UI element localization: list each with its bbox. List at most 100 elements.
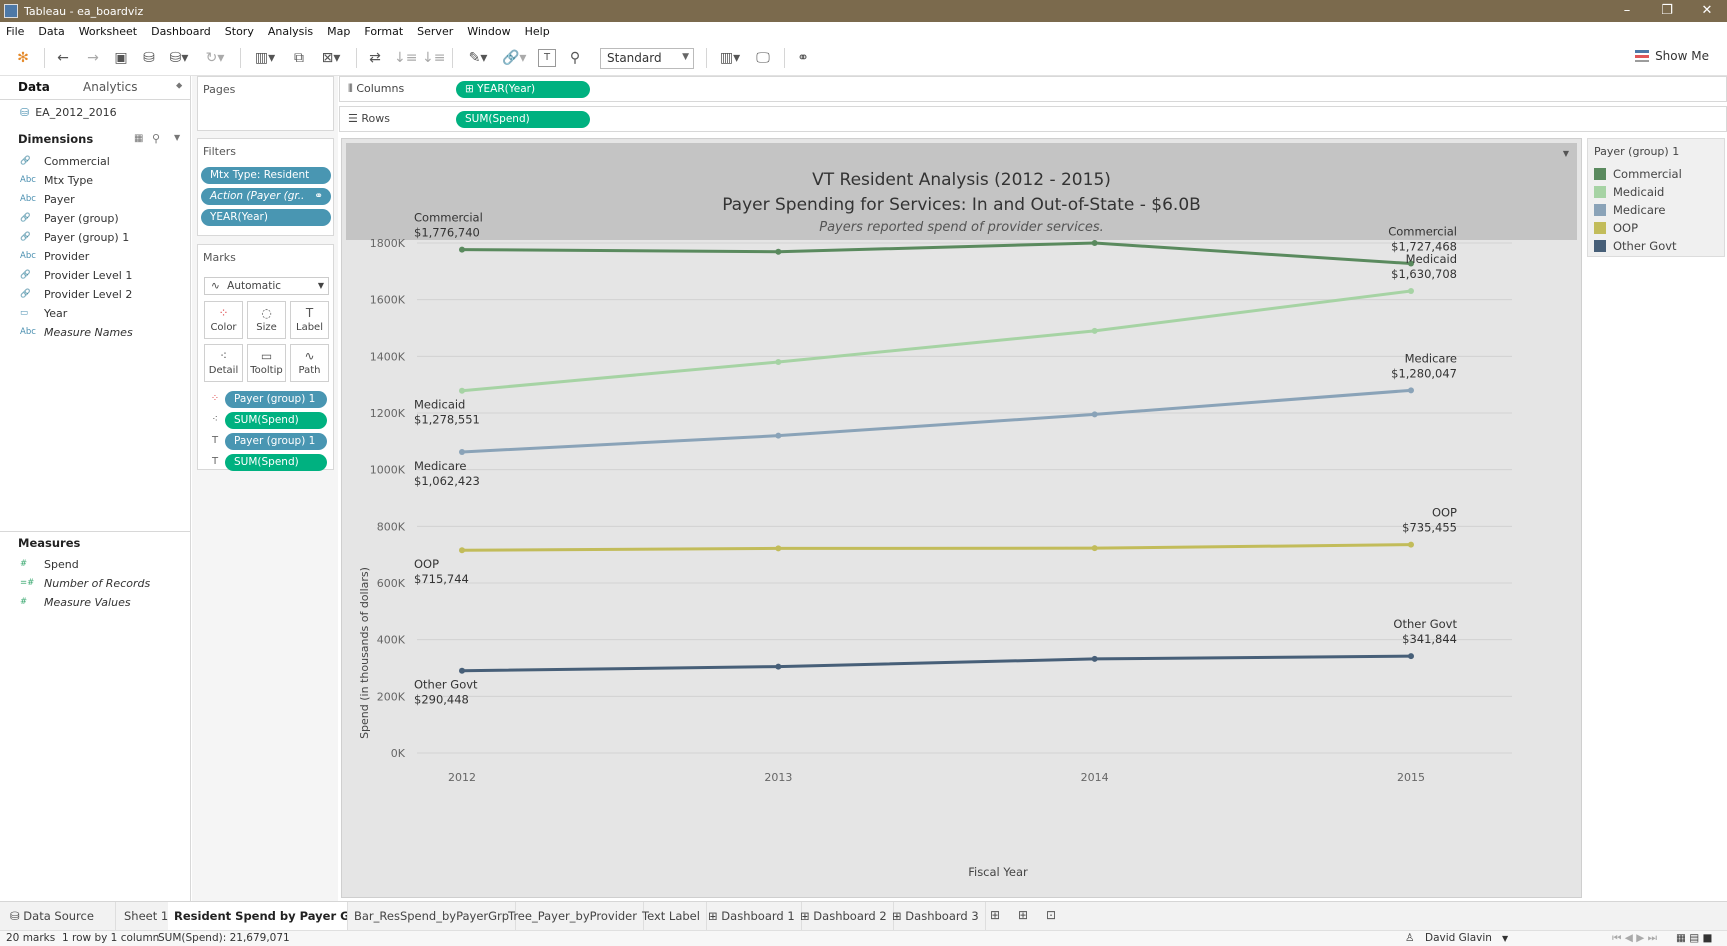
title-menu-icon[interactable]: ▼	[1562, 149, 1569, 158]
new-worksheet-icon[interactable]: ⊞	[990, 908, 1001, 922]
menu-data[interactable]: Data	[38, 24, 65, 38]
data-point[interactable]	[1408, 287, 1414, 294]
menu-story[interactable]: Story	[224, 24, 254, 38]
data-point[interactable]	[1408, 387, 1414, 394]
menu-format[interactable]: Format	[364, 24, 404, 38]
data-point[interactable]	[459, 387, 465, 394]
tab-analytics[interactable]: Analytics	[83, 80, 138, 94]
field-measure-names[interactable]: Abc Measure Names	[20, 324, 133, 340]
refresh-icon[interactable]: ↻▾	[205, 50, 225, 66]
clear-sheet-icon[interactable]: ⊠▾	[321, 50, 341, 66]
sheet-sorter-icon[interactable]: ▦ ▤ ■	[1676, 932, 1713, 944]
share-icon[interactable]: ⚭	[797, 50, 809, 66]
series-line-other-govt[interactable]	[461, 654, 1412, 673]
columns-pill-year[interactable]: ⊞ YEAR(Year)	[456, 81, 590, 98]
dimensions-menu-icon[interactable]: ▼	[174, 133, 181, 142]
tableau-home-icon[interactable]: ✻	[17, 50, 29, 66]
menu-dashboard[interactable]: Dashboard	[151, 24, 211, 38]
menu-map[interactable]: Map	[327, 24, 351, 38]
tooltip-button[interactable]: ▭ Tooltip	[247, 344, 286, 382]
data-point[interactable]	[775, 663, 782, 670]
data-point[interactable]	[459, 448, 465, 455]
status-user[interactable]: David Glavin	[1425, 932, 1492, 944]
show-labels-icon[interactable]: T	[538, 49, 556, 67]
tab-dashboard-1[interactable]: ⊞ Dashboard 1	[702, 902, 802, 930]
field-provider-level-2[interactable]: 🔗 Provider Level 2	[20, 286, 132, 302]
menu-file[interactable]: File	[6, 24, 25, 38]
restore-button[interactable]: ❐	[1661, 3, 1673, 18]
data-point[interactable]	[775, 359, 782, 365]
series-line-medicaid[interactable]	[461, 289, 1412, 393]
sheet-nav-icon[interactable]: ⏮ ◀ ▶ ⏭	[1612, 932, 1658, 944]
legend-item-commercial[interactable]: Commercial	[1594, 167, 1682, 181]
worksheet-title[interactable]: VT Resident Analysis (2012 - 2015) Payer…	[346, 143, 1577, 240]
line-chart[interactable]: 0K 200K 400K 600K 800K 1000K 1200K 1400K 1600K 18…	[342, 139, 1583, 899]
field-provider[interactable]: Abc Provider	[20, 248, 89, 264]
pane-menu-icon[interactable]: ⬥	[176, 81, 183, 91]
color-button[interactable]: ⁘ Color	[204, 301, 243, 339]
field-year[interactable]: ▭ Year	[20, 305, 67, 321]
search-icon[interactable]: ⚲	[152, 132, 161, 145]
tab-dashboard-2[interactable]: ⊞ Dashboard 2	[794, 902, 894, 930]
field-payer-group-1[interactable]: 🔗 Payer (group) 1	[20, 229, 129, 245]
filter-pill-year[interactable]: YEAR(Year)	[201, 209, 331, 226]
marks-pill-label[interactable]: Payer (group) 1	[225, 433, 327, 450]
data-point[interactable]	[1408, 653, 1414, 660]
data-point[interactable]	[1408, 260, 1414, 267]
field-number-of-records[interactable]: =# Number of Records	[20, 575, 150, 591]
legend-item-oop[interactable]: OOP	[1594, 221, 1638, 235]
show-me-button[interactable]: Show Me	[1635, 49, 1709, 63]
minimize-button[interactable]: –	[1623, 3, 1631, 18]
datasource-item[interactable]: ⛁ EA_2012_2016	[20, 106, 117, 119]
filter-pill-mtx-type[interactable]: Mtx Type: Resident	[201, 167, 331, 184]
tab-sheet-1[interactable]: Sheet 1	[118, 902, 176, 930]
field-commercial[interactable]: 🔗 Commercial	[20, 153, 110, 169]
new-story-icon[interactable]: ⊡	[1046, 908, 1057, 922]
sort-descending-icon[interactable]: ↓≡	[422, 50, 446, 66]
field-mtx-type[interactable]: Abc Mtx Type	[20, 172, 93, 188]
pages-card[interactable]: Pages	[197, 76, 334, 131]
data-point[interactable]	[459, 547, 465, 554]
color-legend[interactable]: Payer (group) 1 Commercial Medicaid Medi…	[1587, 138, 1725, 257]
menu-window[interactable]: Window	[467, 24, 511, 38]
data-point[interactable]	[1091, 411, 1098, 418]
field-provider-level-1[interactable]: 🔗 Provider Level 1	[20, 267, 132, 283]
marks-pill-label-spend[interactable]: SUM(Spend)	[225, 454, 327, 471]
size-button[interactable]: ◌ Size	[247, 301, 286, 339]
undo-icon[interactable]: ←	[57, 50, 69, 66]
marks-pill-color[interactable]: Payer (group) 1	[225, 391, 327, 408]
tab-bar-resspend[interactable]: Bar_ResSpend_byPayerGrp	[348, 902, 517, 930]
presentation-mode-icon[interactable]: 🖵	[756, 50, 770, 66]
duplicate-sheet-icon[interactable]: ⧉	[294, 50, 304, 66]
sort-ascending-icon[interactable]: ↓≡	[394, 50, 418, 66]
series-line-commercial[interactable]	[461, 241, 1412, 266]
show-cards-icon[interactable]: ▥▾	[719, 50, 741, 66]
field-payer[interactable]: Abc Payer	[20, 191, 75, 207]
columns-shelf[interactable]: ⦀ Columns ⊞ YEAR(Year)	[339, 76, 1727, 102]
data-point[interactable]	[775, 432, 782, 439]
tab-text-label[interactable]: Text Label	[636, 902, 707, 930]
legend-item-medicare[interactable]: Medicare	[1594, 203, 1665, 217]
detail-button[interactable]: ⁖ Detail	[204, 344, 243, 382]
group-members-icon[interactable]: 🔗▾	[502, 50, 527, 66]
marks-pill-detail[interactable]: SUM(Spend)	[225, 412, 327, 429]
data-point[interactable]	[1091, 327, 1098, 334]
legend-item-other-govt[interactable]: Other Govt	[1594, 239, 1677, 253]
rows-shelf[interactable]: ☰ Rows SUM(Spend)	[339, 106, 1727, 132]
data-point[interactable]	[775, 248, 782, 255]
data-point[interactable]	[775, 545, 782, 552]
tab-tree-payer[interactable]: Tree_Payer_byProvider	[502, 902, 644, 930]
tab-resident-spend[interactable]: Resident Spend by Payer Grou...	[168, 902, 348, 930]
view-data-icon[interactable]: ▦	[134, 133, 144, 144]
data-point[interactable]	[1408, 541, 1414, 548]
data-point[interactable]	[459, 667, 465, 674]
field-spend[interactable]: # Spend	[20, 556, 79, 572]
menu-worksheet[interactable]: Worksheet	[78, 24, 138, 38]
data-point[interactable]	[1091, 240, 1098, 246]
swap-icon[interactable]: ⇄	[369, 50, 381, 66]
new-worksheet-icon[interactable]: ▥▾	[254, 50, 276, 66]
field-measure-values[interactable]: # Measure Values	[20, 594, 131, 610]
mark-type-select[interactable]: ∿ Automatic ▼	[204, 277, 329, 295]
new-datasource-icon[interactable]: ⛁	[143, 50, 155, 66]
legend-item-medicaid[interactable]: Medicaid	[1594, 185, 1664, 199]
